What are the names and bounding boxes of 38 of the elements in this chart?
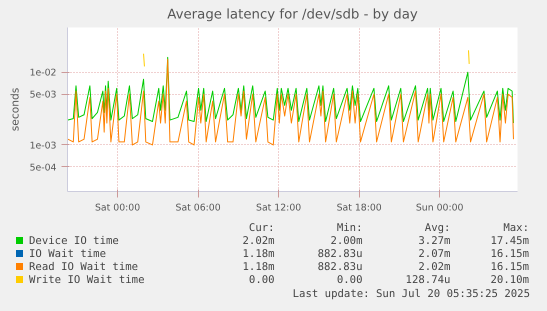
text: Last update: Sun Jul 20 05:35:25 2025 <box>292 286 530 302</box>
x-tick-label: Sat 00:00 <box>95 202 140 214</box>
text: Max: <box>502 221 530 234</box>
text: 3.27m <box>417 234 452 247</box>
y-tick-label: 1e-03 <box>30 140 57 152</box>
text: 2.02m <box>242 234 276 247</box>
legend-label: IO Wait time <box>28 247 107 260</box>
y-tick-label: 5e-03 <box>30 90 57 101</box>
chart-title: Average latency for /dev/sdb - by day <box>167 8 418 22</box>
legend-label: Write IO Wait time <box>28 273 146 286</box>
x-tick-label: Sat 06:00 <box>176 202 221 214</box>
text: Cur: <box>248 221 276 234</box>
text: 882.83u <box>316 260 364 273</box>
text: Min: <box>336 221 364 234</box>
x-tick-label: Sat 12:00 <box>256 202 302 214</box>
text: 2.02m <box>417 260 452 273</box>
y-tick-label: 1e-02 <box>30 68 57 79</box>
legend-label: Read IO Wait time <box>28 260 140 273</box>
text: 0.00 <box>336 273 364 286</box>
text: 16.15m <box>490 260 530 273</box>
text: 20.10m <box>490 273 530 286</box>
line-series <box>68 56 514 124</box>
text: 882.83u <box>316 247 364 260</box>
text: 1.18m <box>242 260 276 273</box>
y-tick-label: 5e-04 <box>30 162 57 174</box>
text: Avg: <box>424 221 452 234</box>
text: 0.00 <box>248 273 276 286</box>
text: 17.45m <box>490 234 530 247</box>
text: 128.74u <box>404 273 452 286</box>
text: 1.18m <box>242 247 276 260</box>
legend-label: Device IO time <box>28 234 120 247</box>
text: 16.15m <box>490 247 530 260</box>
text: 2.00m <box>329 234 364 247</box>
x-tick-label: Sun 00:00 <box>416 202 464 214</box>
y-axis-title: seconds <box>8 87 22 132</box>
x-tick-label: Sat 18:00 <box>336 202 382 214</box>
line-series <box>68 58 514 146</box>
text: 2.07m <box>417 247 452 260</box>
